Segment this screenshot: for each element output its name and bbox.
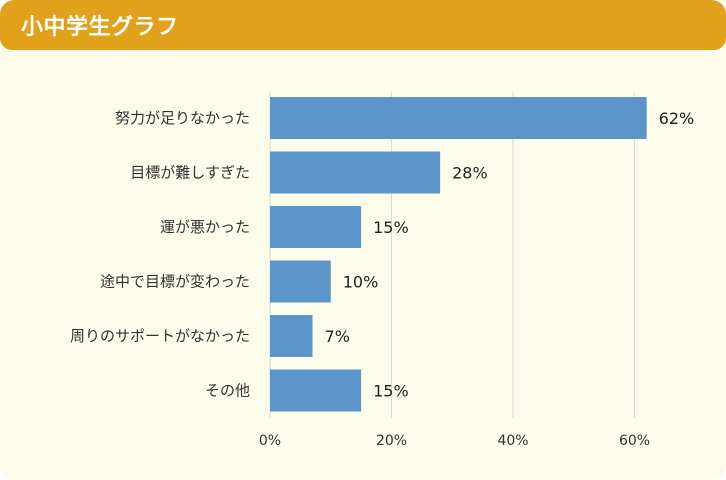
bar <box>270 260 331 303</box>
value-label: 28% <box>452 164 488 183</box>
category-label: 努力が足りなかった <box>115 109 250 127</box>
x-tick-label: 40% <box>497 433 528 449</box>
bar <box>270 315 313 357</box>
category-label: その他 <box>205 382 250 400</box>
grid-lines <box>269 92 635 418</box>
labels: 0% 20% 40% 60% 努力が足りなかった 62% 目標が難しすぎた 28% 運が悪かった… <box>70 109 694 449</box>
value-label: 15% <box>373 382 409 401</box>
category-label: 目標が難しすぎた <box>130 164 250 182</box>
x-tick-label: 60% <box>619 433 650 449</box>
x-tick-label: 0% <box>259 433 281 449</box>
chart-title: 小中学生グラフ <box>21 15 179 40</box>
category-label: 周りのサポートがなかった <box>70 327 250 345</box>
value-label: 10% <box>343 273 379 292</box>
category-label: 運が悪かった <box>160 218 250 236</box>
bars <box>270 97 647 412</box>
bar <box>270 206 362 248</box>
bar <box>270 97 647 139</box>
x-tick-label: 20% <box>376 433 407 449</box>
chart-header: 小中学生グラフ <box>0 0 726 50</box>
bar <box>270 151 441 194</box>
value-label: 62% <box>659 109 695 128</box>
category-label: 途中で目標が変わった <box>100 273 250 291</box>
value-label: 15% <box>373 218 409 237</box>
value-label: 7% <box>325 327 350 346</box>
bar <box>270 369 362 412</box>
